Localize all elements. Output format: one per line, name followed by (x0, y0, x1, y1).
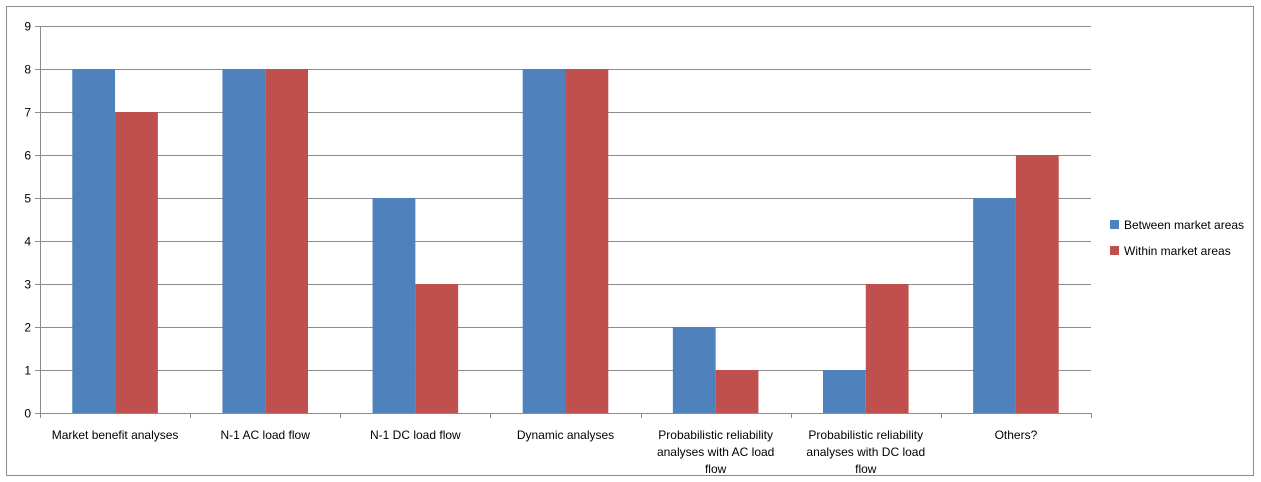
x-category-label: Others? (995, 428, 1038, 442)
x-category-label: Dynamic analyses (517, 428, 614, 442)
legend-swatch-within (1110, 246, 1119, 255)
x-category-label: N-1 DC load flow (370, 428, 461, 442)
x-category-label-line: Others? (995, 428, 1038, 442)
legend-label-within: Within market areas (1124, 244, 1231, 258)
x-category-label: N-1 AC load flow (221, 428, 311, 442)
y-tick-label: 9 (24, 20, 31, 34)
x-category-label-line: N-1 AC load flow (221, 428, 311, 442)
bar-chart: 0 1 2 3 4 5 6 7 8 9 Market benefit analyses N-1 AC … (24, 20, 1244, 477)
x-category-label-line: N-1 DC load flow (370, 428, 461, 442)
legend: Between market areas Within market areas (1110, 218, 1244, 258)
y-tick-label: 8 (24, 63, 31, 77)
x-category-label-line: flow (705, 462, 727, 476)
x-category-label-line: Probabilistic reliability (808, 428, 923, 442)
bar-between-2 (372, 198, 416, 413)
bar-within-6 (1015, 155, 1059, 413)
y-tick-label: 5 (24, 192, 31, 206)
bar-within-0 (115, 112, 158, 413)
y-tick-label: 1 (24, 364, 31, 378)
bars (72, 69, 1059, 413)
legend-label-between: Between market areas (1124, 218, 1244, 232)
legend-swatch-between (1110, 220, 1119, 229)
bar-between-5 (822, 370, 866, 413)
y-tick-label: 4 (24, 235, 31, 249)
x-category-label-line: flow (855, 462, 877, 476)
bar-between-3 (522, 69, 566, 413)
bar-within-4 (715, 370, 759, 413)
y-tick-label: 2 (24, 321, 31, 335)
bar-within-2 (415, 284, 459, 413)
bar-between-1 (222, 69, 266, 413)
y-tick-label: 6 (24, 149, 31, 163)
bar-within-3 (565, 69, 609, 413)
y-tick-label: 3 (24, 278, 31, 292)
x-category-label-line: Dynamic analyses (517, 428, 614, 442)
x-category-label-line: analyses with DC load (806, 445, 925, 459)
y-tick-label: 7 (24, 106, 31, 120)
bar-between-0 (72, 69, 116, 413)
bar-within-5 (865, 284, 909, 413)
x-category-label: Probabilistic reliability analyses with D… (806, 428, 925, 476)
y-tick-label: 0 (24, 407, 31, 421)
x-category-label-line: Market benefit analyses (52, 428, 179, 442)
x-category-label: Probabilistic reliability analyses with A… (657, 428, 774, 476)
chart-frame: 0 1 2 3 4 5 6 7 8 9 Market benefit analyses N-1 AC … (6, 6, 1254, 476)
bar-within-1 (265, 69, 309, 413)
bar-between-6 (973, 198, 1016, 413)
x-category-label-line: Probabilistic reliability (658, 428, 773, 442)
x-category-label-line: analyses with AC load (657, 445, 774, 459)
axis-labels: 0 1 2 3 4 5 6 7 8 9 Market benefit analyses N-1 AC … (24, 20, 1037, 477)
bar-between-4 (672, 327, 716, 413)
x-category-label: Market benefit analyses (52, 428, 179, 442)
axes (35, 26, 1092, 418)
